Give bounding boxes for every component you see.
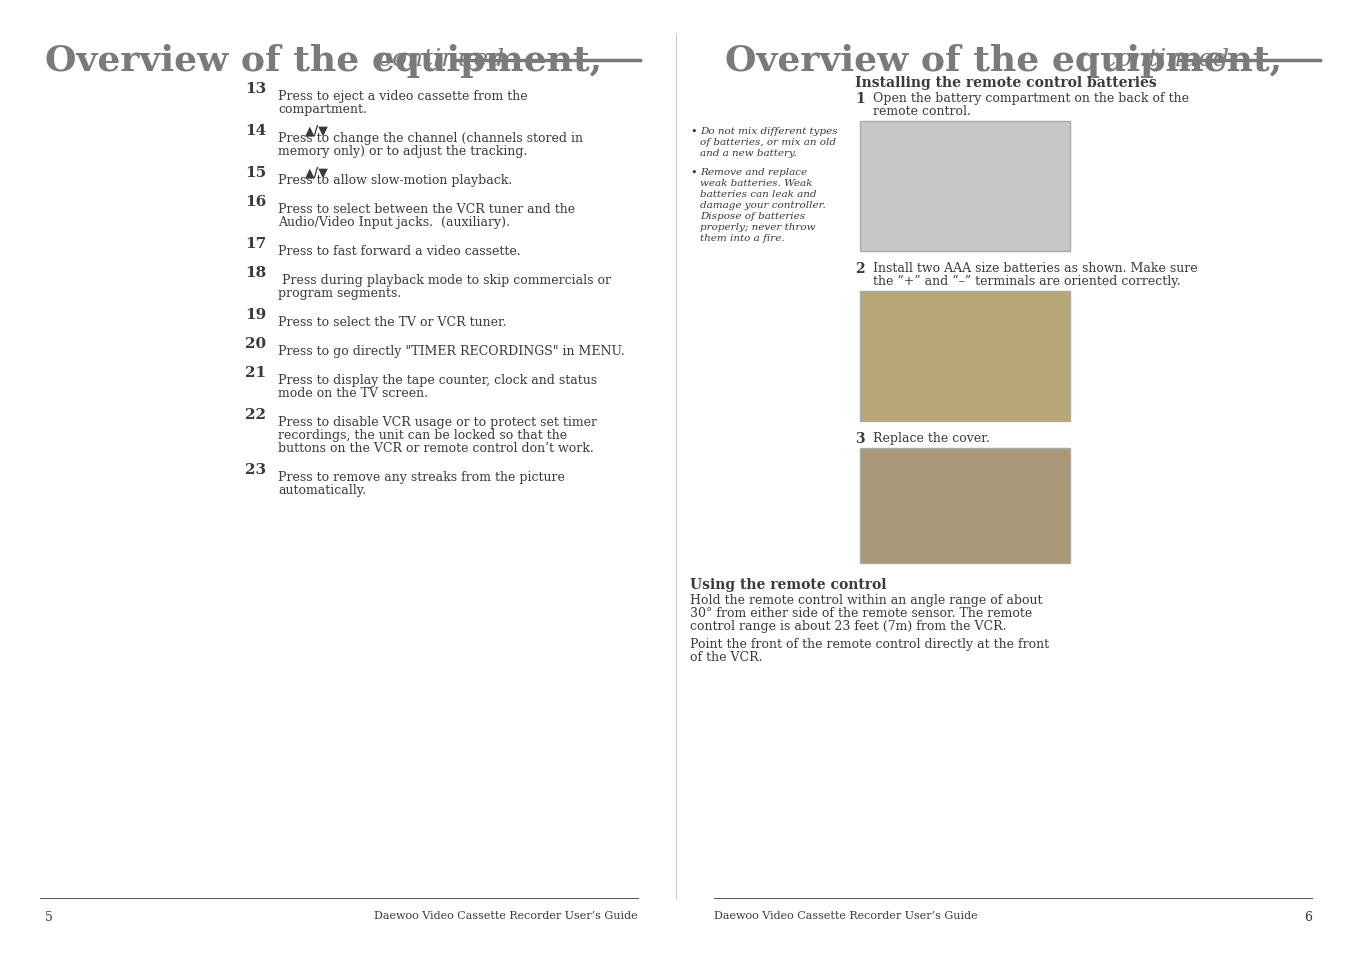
Text: Point the front of the remote control directly at the front: Point the front of the remote control di… xyxy=(690,638,1050,650)
Text: recordings, the unit can be locked so that the: recordings, the unit can be locked so th… xyxy=(278,429,567,441)
Text: 6: 6 xyxy=(1304,910,1312,923)
Text: 1: 1 xyxy=(855,91,865,106)
Bar xyxy=(861,122,1070,252)
Text: Overview of the equipment,: Overview of the equipment, xyxy=(45,44,603,78)
Text: Press to fast forward a video cassette.: Press to fast forward a video cassette. xyxy=(278,245,520,257)
Text: control range is about 23 feet (7m) from the VCR.: control range is about 23 feet (7m) from… xyxy=(690,619,1006,633)
Text: continued: continued xyxy=(1096,48,1229,71)
Text: Press to go directly "TIMER RECORDINGS" in MENU.: Press to go directly "TIMER RECORDINGS" … xyxy=(278,345,624,357)
Text: the “+” and “–” terminals are oriented correctly.: the “+” and “–” terminals are oriented c… xyxy=(873,274,1181,288)
Text: continued: continued xyxy=(370,48,504,71)
Text: automatically.: automatically. xyxy=(278,483,366,497)
Text: 18: 18 xyxy=(245,266,266,280)
Text: 15: 15 xyxy=(245,166,266,180)
Text: memory only) or to adjust the tracking.: memory only) or to adjust the tracking. xyxy=(278,145,527,158)
Text: Press to select the TV or VCR tuner.: Press to select the TV or VCR tuner. xyxy=(278,315,507,329)
Text: Remove and replace: Remove and replace xyxy=(700,168,807,177)
Bar xyxy=(861,449,1070,563)
Text: Daewoo Video Cassette Recorder User’s Guide: Daewoo Video Cassette Recorder User’s Gu… xyxy=(713,910,978,920)
Text: 21: 21 xyxy=(245,366,266,379)
Text: Press during playback mode to skip commercials or: Press during playback mode to skip comme… xyxy=(278,274,611,287)
Text: 3: 3 xyxy=(855,432,865,446)
Text: program segments.: program segments. xyxy=(278,287,401,299)
Text: 30° from either side of the remote sensor. The remote: 30° from either side of the remote senso… xyxy=(690,606,1032,619)
Text: mode on the TV screen.: mode on the TV screen. xyxy=(278,387,428,399)
Text: 17: 17 xyxy=(245,236,266,251)
Text: •: • xyxy=(690,168,697,178)
Text: weak batteries. Weak: weak batteries. Weak xyxy=(700,179,812,188)
Text: Press to display the tape counter, clock and status: Press to display the tape counter, clock… xyxy=(278,374,597,387)
Text: of the VCR.: of the VCR. xyxy=(690,650,762,663)
Text: Press to change the channel (channels stored in: Press to change the channel (channels st… xyxy=(278,132,584,145)
Text: Replace the cover.: Replace the cover. xyxy=(873,432,990,444)
Text: 16: 16 xyxy=(245,194,266,209)
Text: Audio/Video Input jacks.  (auxiliary).: Audio/Video Input jacks. (auxiliary). xyxy=(278,215,509,229)
Text: compartment.: compartment. xyxy=(278,103,367,116)
Text: 13: 13 xyxy=(245,82,266,96)
Text: 2: 2 xyxy=(855,262,865,275)
Text: batteries can leak and: batteries can leak and xyxy=(700,190,816,199)
Text: ▲/▼: ▲/▼ xyxy=(305,166,328,179)
Text: 14: 14 xyxy=(245,124,266,138)
Text: Hold the remote control within an angle range of about: Hold the remote control within an angle … xyxy=(690,594,1043,606)
Text: Dispose of batteries: Dispose of batteries xyxy=(700,212,805,221)
Text: damage your controller.: damage your controller. xyxy=(700,201,825,210)
Text: remote control.: remote control. xyxy=(873,105,971,118)
Text: •: • xyxy=(690,127,697,137)
Text: 5: 5 xyxy=(45,910,53,923)
Text: Installing the remote control batteries: Installing the remote control batteries xyxy=(855,76,1156,90)
Text: them into a fire.: them into a fire. xyxy=(700,233,785,243)
Text: Overview of the equipment,: Overview of the equipment, xyxy=(725,44,1282,78)
Text: Press to select between the VCR tuner and the: Press to select between the VCR tuner an… xyxy=(278,203,576,215)
Text: Daewoo Video Cassette Recorder User’s Guide: Daewoo Video Cassette Recorder User’s Gu… xyxy=(374,910,638,920)
Text: Using the remote control: Using the remote control xyxy=(690,578,886,592)
Text: Do not mix different types: Do not mix different types xyxy=(700,127,838,136)
Text: 23: 23 xyxy=(245,462,266,476)
Text: Open the battery compartment on the back of the: Open the battery compartment on the back… xyxy=(873,91,1189,105)
Text: properly; never throw: properly; never throw xyxy=(700,223,816,232)
Text: 22: 22 xyxy=(245,408,266,421)
Text: buttons on the VCR or remote control don’t work.: buttons on the VCR or remote control don… xyxy=(278,441,593,455)
Text: Press to eject a video cassette from the: Press to eject a video cassette from the xyxy=(278,90,528,103)
Text: ▲/▼: ▲/▼ xyxy=(305,124,328,137)
Bar xyxy=(861,292,1070,421)
Text: Press to allow slow-motion playback.: Press to allow slow-motion playback. xyxy=(278,173,512,187)
Text: 20: 20 xyxy=(245,336,266,351)
Text: Press to disable VCR usage or to protect set timer: Press to disable VCR usage or to protect… xyxy=(278,416,597,429)
Text: of batteries, or mix an old: of batteries, or mix an old xyxy=(700,138,836,147)
Text: and a new battery.: and a new battery. xyxy=(700,149,797,158)
Text: 19: 19 xyxy=(245,308,266,322)
Text: Install two AAA size batteries as shown. Make sure: Install two AAA size batteries as shown.… xyxy=(873,262,1197,274)
Text: Press to remove any streaks from the picture: Press to remove any streaks from the pic… xyxy=(278,471,565,483)
